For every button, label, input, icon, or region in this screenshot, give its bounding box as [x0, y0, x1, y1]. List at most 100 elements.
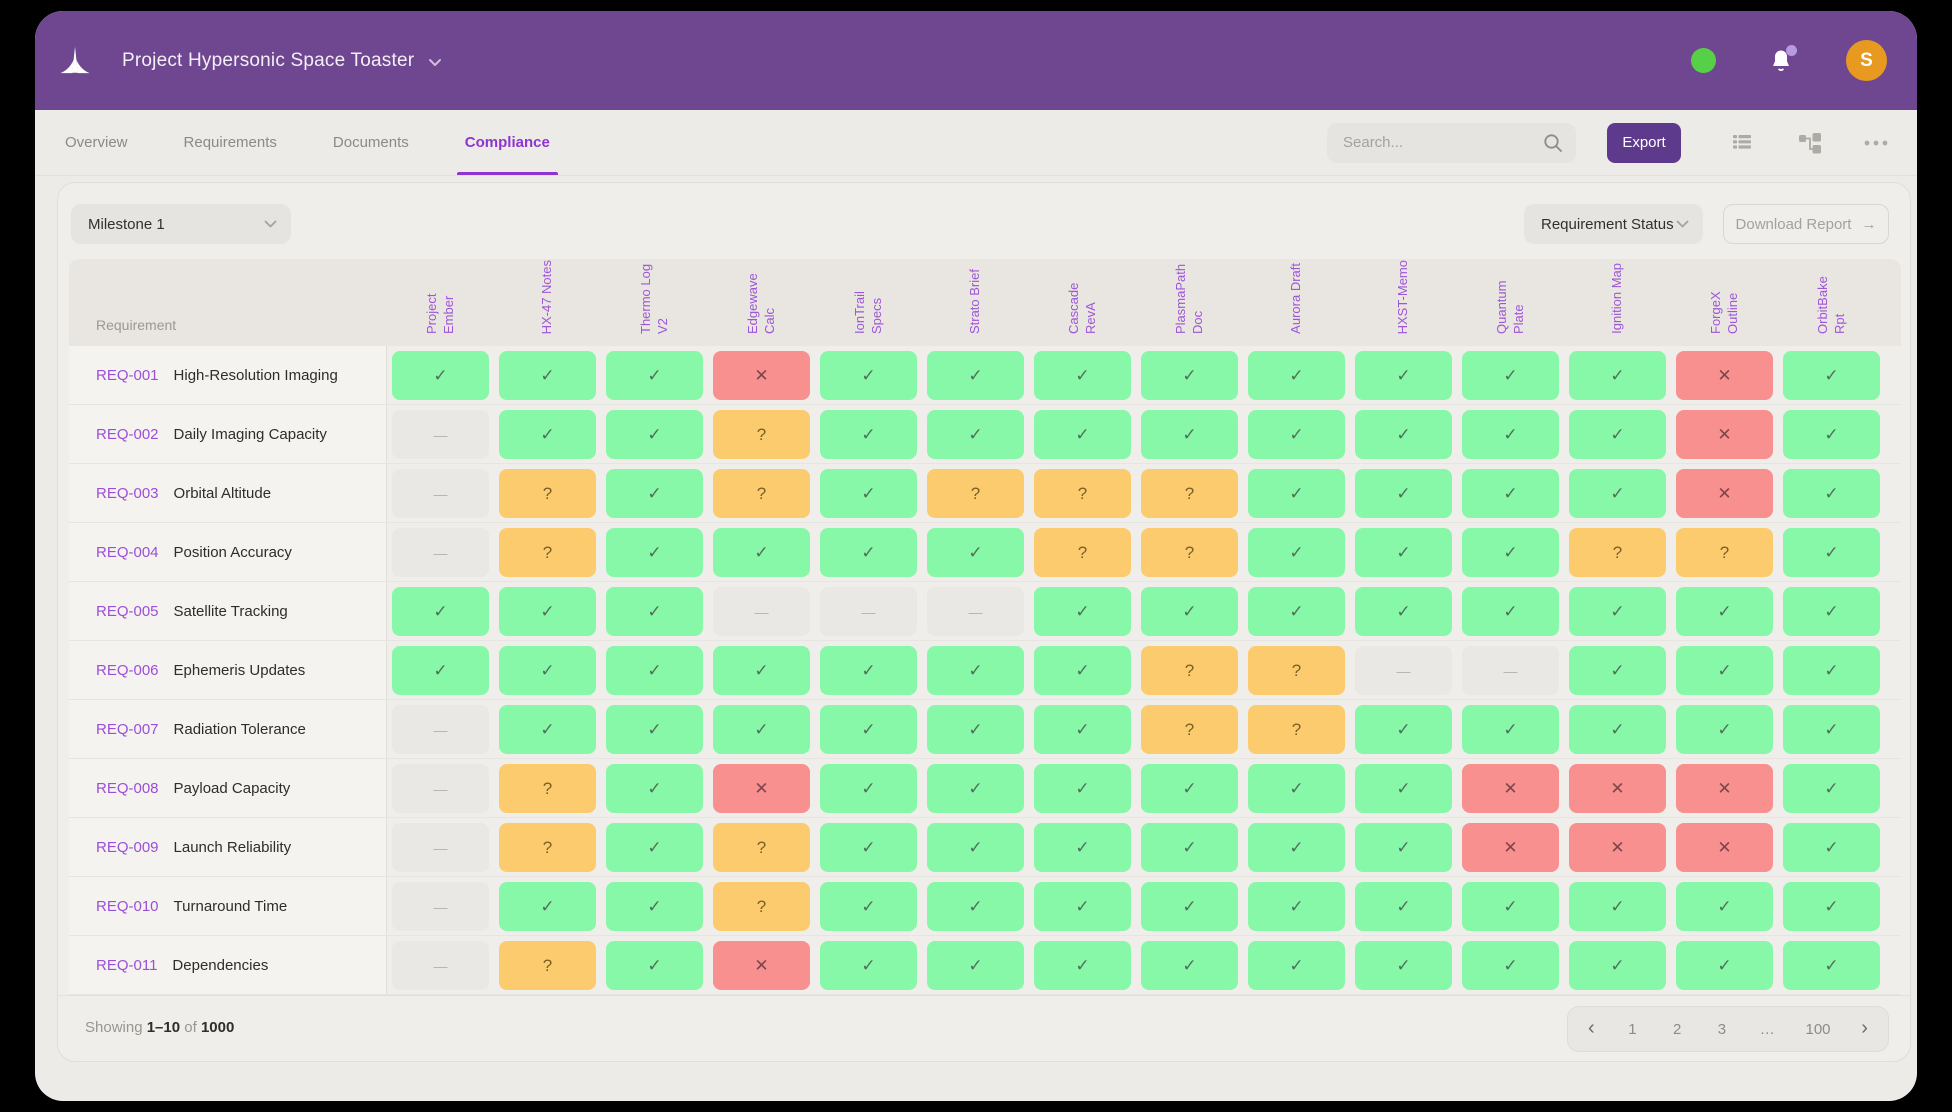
status-cell-check[interactable]: ✓ [927, 646, 1024, 695]
user-avatar[interactable]: S [1846, 40, 1887, 81]
status-cell-question[interactable]: ? [713, 469, 810, 518]
status-cell-check[interactable]: ✓ [606, 823, 703, 872]
status-cell-check[interactable]: ✓ [1141, 410, 1238, 459]
more-options-button[interactable] [1863, 130, 1889, 156]
status-cell-dash[interactable]: — [1355, 646, 1452, 695]
status-cell-check[interactable]: ✓ [1034, 646, 1131, 695]
status-cell-check[interactable]: ✓ [1034, 823, 1131, 872]
tab-compliance[interactable]: Compliance [456, 110, 558, 175]
export-button[interactable]: Export [1607, 122, 1681, 163]
status-cell-check[interactable]: ✓ [820, 351, 917, 400]
status-cell-check[interactable]: ✓ [1783, 941, 1880, 990]
status-cell-question[interactable]: ? [1034, 528, 1131, 577]
tab-overview[interactable]: Overview [65, 134, 128, 151]
status-cell-check[interactable]: ✓ [606, 882, 703, 931]
requirement-status-select[interactable]: Requirement Status [1524, 204, 1703, 244]
next-page-button[interactable]: › [1861, 1016, 1868, 1039]
status-cell-check[interactable]: ✓ [1248, 469, 1345, 518]
status-cell-dash[interactable]: — [392, 469, 489, 518]
status-cell-check[interactable]: ✓ [1141, 823, 1238, 872]
status-cell-check[interactable]: ✓ [1783, 882, 1880, 931]
status-cell-check[interactable]: ✓ [606, 469, 703, 518]
status-cell-cross[interactable]: ✕ [1676, 469, 1773, 518]
status-cell-check[interactable]: ✓ [1034, 410, 1131, 459]
status-cell-dash[interactable]: — [392, 528, 489, 577]
status-cell-check[interactable]: ✓ [1783, 764, 1880, 813]
status-cell-check[interactable]: ✓ [1462, 941, 1559, 990]
status-cell-check[interactable]: ✓ [1462, 351, 1559, 400]
status-cell-check[interactable]: ✓ [820, 646, 917, 695]
status-cell-check[interactable]: ✓ [392, 646, 489, 695]
status-cell-cross[interactable]: ✕ [713, 941, 810, 990]
status-cell-check[interactable]: ✓ [499, 705, 596, 754]
list-view-button[interactable] [1729, 130, 1755, 156]
status-cell-cross[interactable]: ✕ [1569, 823, 1666, 872]
page-3[interactable]: 3 [1717, 1020, 1727, 1038]
status-cell-check[interactable]: ✓ [1783, 705, 1880, 754]
status-cell-question[interactable]: ? [713, 882, 810, 931]
status-cell-check[interactable]: ✓ [1248, 351, 1345, 400]
status-cell-check[interactable]: ✓ [1248, 587, 1345, 636]
status-cell-check[interactable]: ✓ [1355, 705, 1452, 754]
status-cell-check[interactable]: ✓ [927, 410, 1024, 459]
status-cell-check[interactable]: ✓ [1034, 882, 1131, 931]
status-cell-check[interactable]: ✓ [499, 646, 596, 695]
status-cell-check[interactable]: ✓ [1462, 587, 1559, 636]
status-cell-check[interactable]: ✓ [820, 410, 917, 459]
status-cell-question[interactable]: ? [1141, 646, 1238, 695]
status-cell-check[interactable]: ✓ [1248, 528, 1345, 577]
status-cell-check[interactable]: ✓ [713, 646, 810, 695]
status-cell-dash[interactable]: — [820, 587, 917, 636]
status-cell-question[interactable]: ? [499, 941, 596, 990]
status-cell-question[interactable]: ? [499, 764, 596, 813]
status-cell-check[interactable]: ✓ [1034, 941, 1131, 990]
status-cell-cross[interactable]: ✕ [1676, 351, 1773, 400]
status-cell-cross[interactable]: ✕ [1676, 764, 1773, 813]
milestone-select[interactable]: Milestone 1 [71, 204, 291, 244]
status-cell-check[interactable]: ✓ [1248, 764, 1345, 813]
status-cell-check[interactable]: ✓ [1569, 410, 1666, 459]
status-cell-check[interactable]: ✓ [1034, 351, 1131, 400]
page-100[interactable]: 100 [1805, 1020, 1831, 1038]
status-cell-dash[interactable]: — [927, 587, 1024, 636]
status-cell-question[interactable]: ? [1141, 528, 1238, 577]
status-cell-check[interactable]: ✓ [1355, 882, 1452, 931]
status-cell-check[interactable]: ✓ [1355, 941, 1452, 990]
status-cell-check[interactable]: ✓ [1462, 469, 1559, 518]
status-cell-check[interactable]: ✓ [1783, 528, 1880, 577]
status-cell-cross[interactable]: ✕ [713, 351, 810, 400]
status-cell-check[interactable]: ✓ [927, 882, 1024, 931]
status-cell-check[interactable]: ✓ [499, 587, 596, 636]
status-cell-check[interactable]: ✓ [606, 764, 703, 813]
prev-page-button[interactable]: ‹ [1588, 1016, 1595, 1039]
status-cell-check[interactable]: ✓ [1569, 705, 1666, 754]
status-cell-dash[interactable]: — [392, 705, 489, 754]
status-cell-check[interactable]: ✓ [1783, 469, 1880, 518]
status-cell-check[interactable]: ✓ [927, 528, 1024, 577]
notifications-button[interactable] [1768, 44, 1797, 75]
status-cell-check[interactable]: ✓ [1034, 587, 1131, 636]
status-cell-check[interactable]: ✓ [927, 351, 1024, 400]
status-cell-check[interactable]: ✓ [820, 882, 917, 931]
status-cell-check[interactable]: ✓ [1462, 528, 1559, 577]
status-cell-dash[interactable]: — [392, 941, 489, 990]
status-cell-check[interactable]: ✓ [820, 705, 917, 754]
status-cell-check[interactable]: ✓ [927, 764, 1024, 813]
status-cell-check[interactable]: ✓ [820, 469, 917, 518]
status-cell-check[interactable]: ✓ [499, 410, 596, 459]
status-cell-question[interactable]: ? [1248, 646, 1345, 695]
status-cell-check[interactable]: ✓ [1141, 764, 1238, 813]
status-cell-check[interactable]: ✓ [1355, 823, 1452, 872]
status-cell-check[interactable]: ✓ [1034, 764, 1131, 813]
status-cell-check[interactable]: ✓ [1248, 882, 1345, 931]
status-cell-check[interactable]: ✓ [1141, 351, 1238, 400]
status-cell-check[interactable]: ✓ [1676, 705, 1773, 754]
search-input[interactable] [1343, 134, 1542, 151]
status-cell-check[interactable]: ✓ [820, 823, 917, 872]
flow-view-button[interactable] [1797, 130, 1823, 156]
status-cell-check[interactable]: ✓ [820, 764, 917, 813]
status-cell-check[interactable]: ✓ [606, 705, 703, 754]
status-cell-check[interactable]: ✓ [1783, 587, 1880, 636]
status-cell-cross[interactable]: ✕ [1676, 410, 1773, 459]
status-cell-cross[interactable]: ✕ [1676, 823, 1773, 872]
